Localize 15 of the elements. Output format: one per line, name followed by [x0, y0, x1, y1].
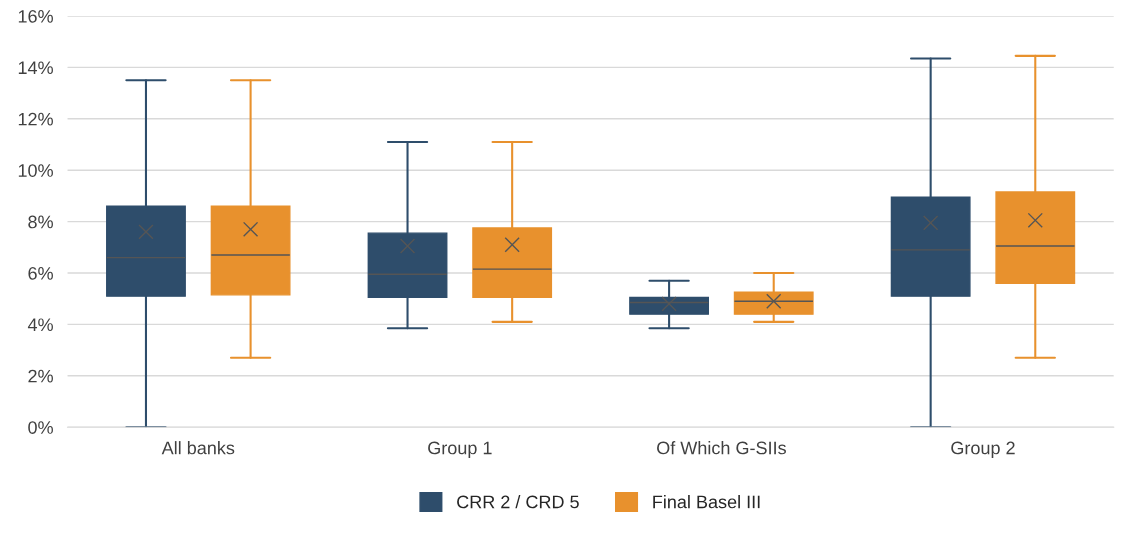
x-tick-label: All banks: [161, 441, 235, 455]
x-tick-label: Group 2: [951, 441, 1015, 458]
y-tick-label: 12%: [18, 112, 53, 126]
y-tick-label: 4%: [27, 318, 53, 332]
y-tick-label: 8%: [28, 215, 53, 229]
y-tick-label: 14%: [18, 61, 53, 75]
legend-label: CRR 2 / CRD 5: [457, 495, 579, 509]
legend-label: Final Basel III: [653, 495, 760, 509]
y-tick-label: 6%: [28, 266, 53, 280]
x-tick-label: Group 1: [428, 441, 492, 458]
y-tick-label: 10%: [18, 164, 53, 177]
y-tick-label: 2%: [28, 369, 53, 383]
y-tick-label: 0%: [28, 421, 53, 434]
y-tick-label: 16%: [18, 9, 53, 23]
x-tick-label: Of Which G-SIIs: [657, 441, 786, 455]
